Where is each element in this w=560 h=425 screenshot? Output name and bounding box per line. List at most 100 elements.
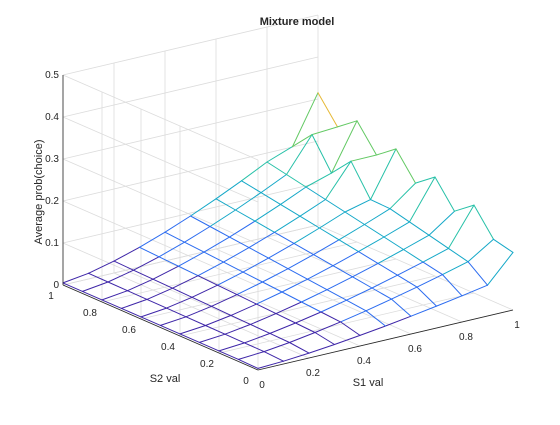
surface-mesh-line bbox=[242, 271, 263, 283]
surface-mesh-line bbox=[370, 199, 391, 210]
surface-mesh-line bbox=[295, 311, 322, 324]
surface-mesh-line bbox=[224, 333, 245, 344]
surface-mesh-line bbox=[101, 290, 128, 301]
surface-mesh-line bbox=[283, 352, 310, 362]
surface-mesh-line bbox=[391, 286, 418, 300]
surface-mesh-line bbox=[230, 314, 251, 325]
left-wall-grid-z bbox=[62, 242, 259, 329]
surface-mesh-line bbox=[211, 305, 232, 316]
surface-mesh-line bbox=[280, 203, 301, 217]
surface-mesh-line bbox=[235, 192, 262, 211]
surface-mesh-line bbox=[313, 239, 340, 256]
surface-mesh-line bbox=[383, 221, 410, 238]
floor-grid-x bbox=[266, 236, 463, 323]
surface-mesh-line bbox=[326, 276, 353, 291]
surface-mesh-line bbox=[281, 291, 302, 303]
surface-mesh-line bbox=[350, 154, 377, 162]
surface-mesh-line bbox=[305, 172, 332, 188]
surface-mesh-line bbox=[314, 321, 341, 333]
surface-mesh-line bbox=[344, 211, 365, 225]
surface-mesh-line bbox=[205, 325, 226, 335]
surface-mesh-line bbox=[238, 351, 265, 360]
surface-mesh-line bbox=[197, 261, 224, 277]
surface-mesh-line bbox=[203, 251, 224, 263]
surface-mesh-line bbox=[311, 126, 338, 136]
surface-mesh-line bbox=[209, 209, 236, 227]
surface-mesh-line bbox=[454, 204, 475, 212]
back-wall-grid-z bbox=[62, 182, 319, 244]
surface-mesh-line bbox=[442, 274, 463, 297]
surface-mesh-line bbox=[250, 313, 277, 325]
surface-mesh-line bbox=[88, 260, 115, 274]
surface-mesh-line bbox=[152, 265, 179, 280]
surface-mesh-line bbox=[179, 325, 206, 335]
surface-mesh-line bbox=[376, 148, 397, 156]
floor-grid-y bbox=[140, 258, 397, 320]
surface-mesh-line bbox=[448, 247, 469, 263]
surface-mesh-line bbox=[416, 286, 437, 307]
surface-mesh-line bbox=[262, 268, 289, 283]
surface-mesh-line bbox=[121, 298, 148, 309]
surface-mesh-line bbox=[82, 281, 109, 292]
surface-mesh-line bbox=[113, 246, 140, 262]
surface-mesh-line bbox=[286, 134, 313, 175]
surface-mesh-line bbox=[340, 321, 361, 336]
z-tick-label: 0 bbox=[53, 280, 59, 291]
surface-mesh-line bbox=[280, 186, 307, 205]
surface-mesh-line bbox=[289, 332, 316, 343]
surface-mesh-line bbox=[140, 316, 161, 326]
surface-mesh-line bbox=[292, 92, 319, 148]
floor-grid-y bbox=[218, 292, 475, 354]
surface-mesh-line bbox=[257, 360, 284, 369]
surface-mesh-line bbox=[127, 278, 154, 292]
surface-mesh-line bbox=[256, 291, 283, 305]
y-tick-label: 0.4 bbox=[161, 342, 175, 353]
surface-mesh-line bbox=[139, 231, 166, 248]
surface-mesh-line bbox=[350, 160, 371, 201]
surface-mesh-line bbox=[229, 236, 250, 249]
surface-mesh-line bbox=[358, 236, 385, 253]
surface-mesh-line bbox=[331, 160, 352, 174]
y-axis-label: S2 val bbox=[150, 373, 181, 385]
tick-labels: 00.20.40.60.8100.20.40.60.8100.10.20.30.… bbox=[45, 70, 520, 391]
surface-mesh-line bbox=[385, 315, 412, 327]
surface-mesh-line bbox=[286, 174, 307, 188]
surface-mesh-line bbox=[127, 290, 148, 300]
surface-mesh-line bbox=[266, 146, 293, 163]
back-wall-grid-z bbox=[62, 56, 319, 118]
surface-mesh-line bbox=[241, 161, 268, 182]
x-tick-label: 0.4 bbox=[357, 356, 371, 367]
surface-mesh-line bbox=[370, 148, 397, 201]
surface-mesh-line bbox=[62, 272, 89, 284]
left-wall-grid-z bbox=[62, 74, 259, 161]
surface-mesh-line bbox=[191, 296, 212, 307]
back-wall-grid-z bbox=[62, 14, 319, 76]
surface-mesh-line bbox=[275, 313, 296, 324]
surface-mesh-line bbox=[235, 209, 256, 222]
surface-mesh-line bbox=[133, 269, 154, 280]
surface-mesh-line bbox=[139, 246, 160, 258]
surface-mesh-line bbox=[263, 342, 290, 353]
x-tick-label: 0.8 bbox=[459, 332, 473, 343]
surface-mesh-line bbox=[317, 92, 338, 128]
surface-mesh-line bbox=[164, 215, 191, 233]
surface-mesh-line bbox=[184, 241, 205, 253]
surface-mesh-line bbox=[217, 271, 244, 286]
surface-mesh-line bbox=[266, 161, 287, 175]
surface-mesh-line bbox=[269, 332, 290, 343]
surface-mesh-line bbox=[422, 261, 443, 276]
surface-mesh-line bbox=[305, 186, 326, 200]
surface-mesh-line bbox=[244, 342, 265, 353]
surface-mesh-line bbox=[223, 261, 244, 273]
surface-mesh-line bbox=[190, 198, 217, 217]
y-tick-label: 0.8 bbox=[83, 308, 97, 319]
surface-mesh-line bbox=[199, 341, 220, 352]
surface-mesh-line bbox=[82, 290, 103, 301]
surface-mesh-line bbox=[229, 220, 256, 238]
floor-grid-x bbox=[113, 272, 310, 359]
surface-mesh-line bbox=[338, 239, 359, 253]
surface-mesh-line bbox=[260, 192, 281, 205]
left-wall-grid-z bbox=[62, 200, 259, 287]
grid bbox=[62, 14, 514, 371]
